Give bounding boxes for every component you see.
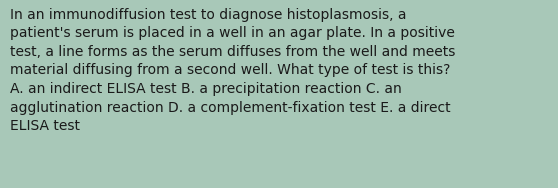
Text: In an immunodiffusion test to diagnose histoplasmosis, a
patient's serum is plac: In an immunodiffusion test to diagnose h… [10, 8, 455, 133]
